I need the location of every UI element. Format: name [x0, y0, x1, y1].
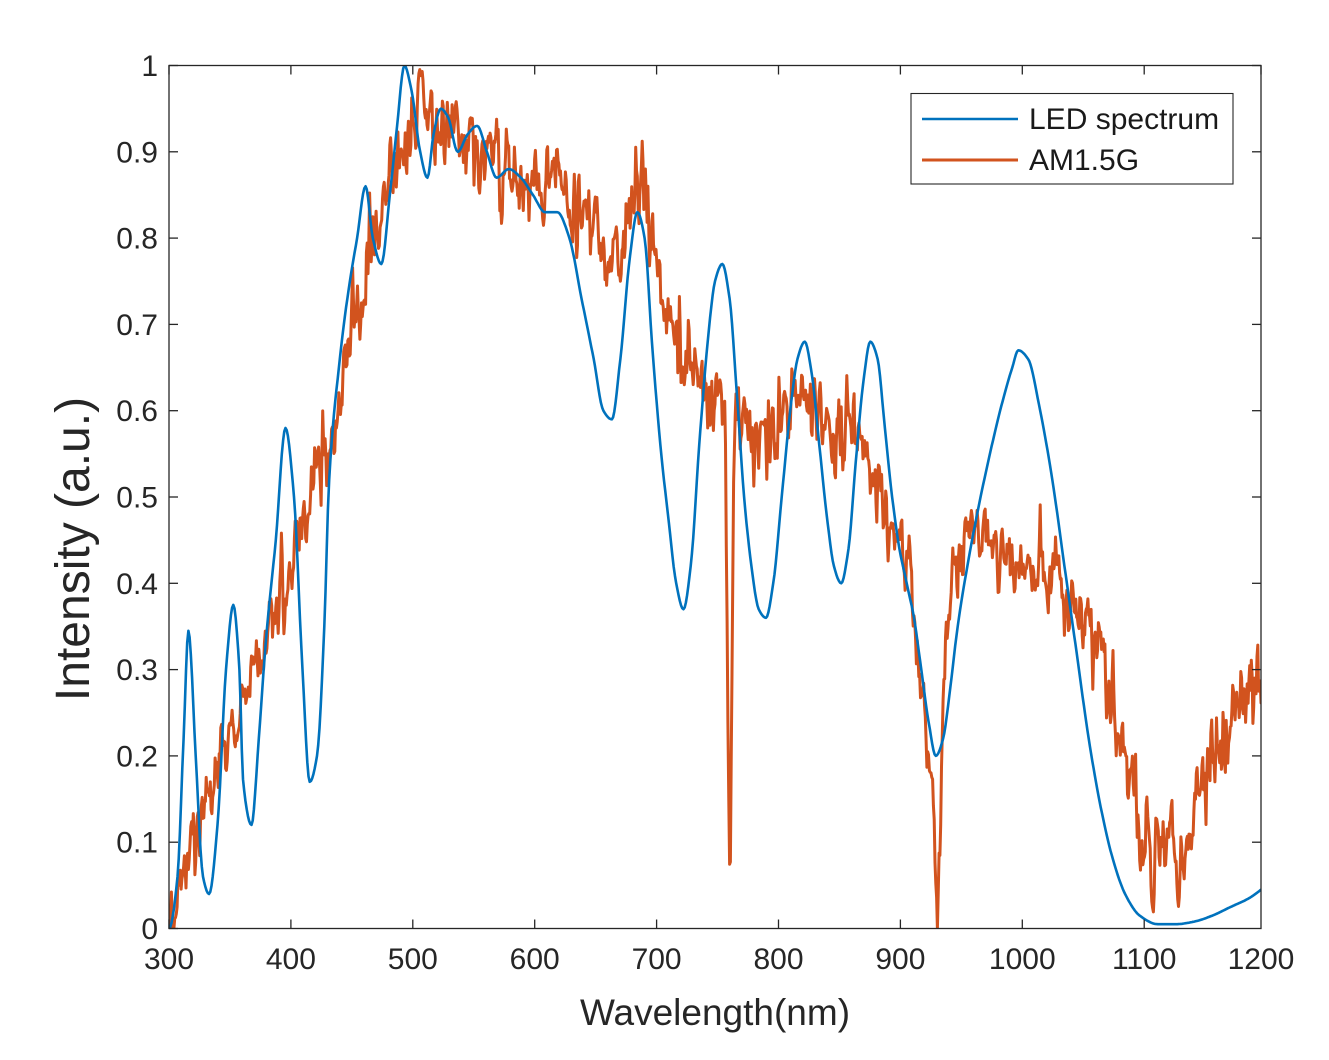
svg-text:500: 500	[388, 943, 438, 976]
svg-text:900: 900	[875, 943, 925, 976]
svg-text:Wavelength(nm): Wavelength(nm)	[580, 992, 850, 1033]
svg-text:700: 700	[632, 943, 682, 976]
svg-text:0.4: 0.4	[116, 568, 158, 601]
svg-text:800: 800	[753, 943, 803, 976]
svg-text:0.7: 0.7	[116, 309, 158, 342]
svg-text:600: 600	[510, 943, 560, 976]
svg-text:0.5: 0.5	[116, 482, 158, 515]
svg-text:LED spectrum: LED spectrum	[1029, 103, 1219, 136]
svg-text:1200: 1200	[1228, 943, 1295, 976]
svg-text:0.6: 0.6	[116, 395, 158, 428]
svg-text:1: 1	[141, 50, 158, 83]
svg-text:1000: 1000	[989, 943, 1056, 976]
svg-text:AM1.5G: AM1.5G	[1029, 144, 1139, 177]
svg-text:0.1: 0.1	[116, 827, 158, 860]
svg-text:0: 0	[141, 913, 158, 946]
svg-text:Intensity (a.u.): Intensity (a.u.)	[47, 397, 100, 701]
svg-text:1100: 1100	[1112, 943, 1177, 976]
svg-text:300: 300	[144, 943, 194, 976]
svg-text:400: 400	[266, 943, 316, 976]
svg-text:0.2: 0.2	[116, 740, 158, 773]
svg-text:0.9: 0.9	[116, 136, 158, 169]
svg-text:0.8: 0.8	[116, 223, 158, 256]
svg-text:0.3: 0.3	[116, 654, 158, 687]
